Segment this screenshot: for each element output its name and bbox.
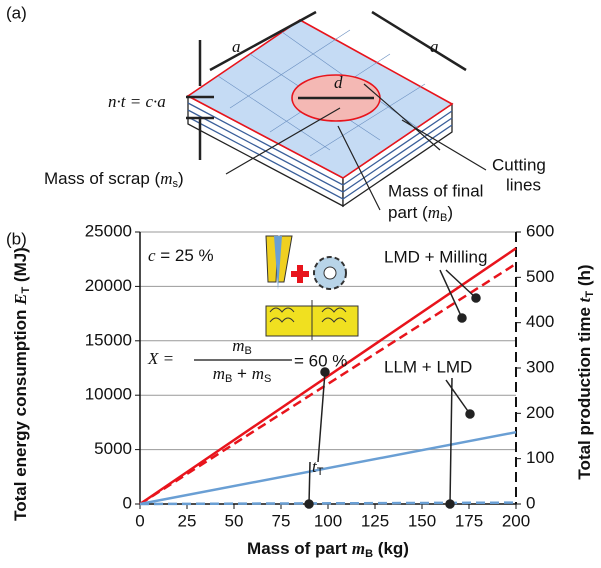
y2-axis-title: Total production time tT (h) xyxy=(575,264,596,479)
text: (kg) xyxy=(373,539,409,558)
x-tick-label: 150 xyxy=(408,511,436,530)
panel-label: (a) xyxy=(6,3,27,22)
text: m xyxy=(428,203,440,222)
text: Total energy consumption xyxy=(11,305,30,521)
dim-label: d xyxy=(334,73,343,92)
y-tick-label: 5000 xyxy=(94,439,132,458)
x-tick-label: 75 xyxy=(272,511,291,530)
dim-label: a xyxy=(430,37,439,56)
text: (MJ) xyxy=(11,247,30,287)
scrap-label: Mass of scrap (ms) xyxy=(44,169,184,190)
text: B xyxy=(365,548,373,560)
y2-tick-label: 0 xyxy=(526,493,535,512)
y2-tick-label: 600 xyxy=(526,221,554,240)
text: T xyxy=(317,466,324,478)
text: B xyxy=(225,373,232,385)
x-tick-label: 200 xyxy=(502,511,530,530)
text: m xyxy=(352,539,365,558)
x-tick-label: 0 xyxy=(135,511,144,530)
x-tick-label: 125 xyxy=(361,511,389,530)
y-tick-label: 0 xyxy=(123,493,132,512)
final-label: part (mB) xyxy=(388,203,453,224)
x-tick-label: 50 xyxy=(225,511,244,530)
annotation: LLM + LMD xyxy=(384,357,472,376)
y2-tick-label: 400 xyxy=(526,312,554,331)
text: m xyxy=(232,336,244,355)
text: m xyxy=(252,364,264,383)
x-tick-label: 100 xyxy=(314,511,342,530)
text: X = xyxy=(147,349,174,368)
slab xyxy=(186,12,486,210)
y-tick-label: 20000 xyxy=(85,276,132,295)
text: (h) xyxy=(575,264,594,290)
final-label: Mass of final xyxy=(388,181,483,200)
panel-label: (b) xyxy=(6,229,27,248)
text: + xyxy=(232,364,251,383)
annotation: LMD + Milling xyxy=(384,247,487,266)
text: E xyxy=(11,294,30,306)
y2-tick-label: 100 xyxy=(526,448,554,467)
annotation: X = xyxy=(147,349,174,368)
y-tick-label: 25000 xyxy=(85,221,132,240)
x-axis-title: Mass of part mB (kg) xyxy=(247,539,409,560)
y2-tick-label: 200 xyxy=(526,403,554,422)
text: = 25 % xyxy=(156,246,214,265)
diagram: (a) a a d n·t = c·a Mass of scrap (ms) C… xyxy=(6,3,546,223)
figure: (a) a a d n·t = c·a Mass of scrap (ms) C… xyxy=(0,0,601,568)
annotation: mB xyxy=(232,336,252,357)
annotation: mB + mS xyxy=(213,364,272,385)
x-tick-label: 175 xyxy=(455,511,483,530)
y-tick-label: 10000 xyxy=(85,385,132,404)
text: Mass of scrap ( xyxy=(44,169,161,188)
text: ) xyxy=(178,169,184,188)
thickness-label: n·t = c·a xyxy=(108,92,166,111)
cutting-label: lines xyxy=(506,175,541,194)
dim-label: a xyxy=(232,37,241,56)
text: B xyxy=(440,212,447,224)
y2-tick-label: 500 xyxy=(526,267,554,286)
icons xyxy=(266,236,358,340)
x-tick-label: 25 xyxy=(178,511,197,530)
text: ) xyxy=(447,203,453,222)
text: Total production time xyxy=(575,302,594,479)
series-line xyxy=(140,432,516,504)
annotations: LMD + Milling LLM + LMD tT c = 25 % X = … xyxy=(147,236,487,508)
y2-tick-label: 300 xyxy=(526,357,554,376)
text: m xyxy=(160,169,172,188)
y-axis-title: Total energy consumption ET (MJ) xyxy=(11,247,32,521)
annotation: c = 25 % xyxy=(148,246,214,266)
text: B xyxy=(244,345,251,357)
text: S xyxy=(264,373,271,385)
text: part ( xyxy=(388,203,428,222)
text: m xyxy=(213,364,225,383)
cutting-label: Cutting xyxy=(492,155,546,174)
y-tick-label: 15000 xyxy=(85,330,132,349)
annotation: = 60 % xyxy=(294,351,347,370)
text: Mass of part xyxy=(247,539,352,558)
